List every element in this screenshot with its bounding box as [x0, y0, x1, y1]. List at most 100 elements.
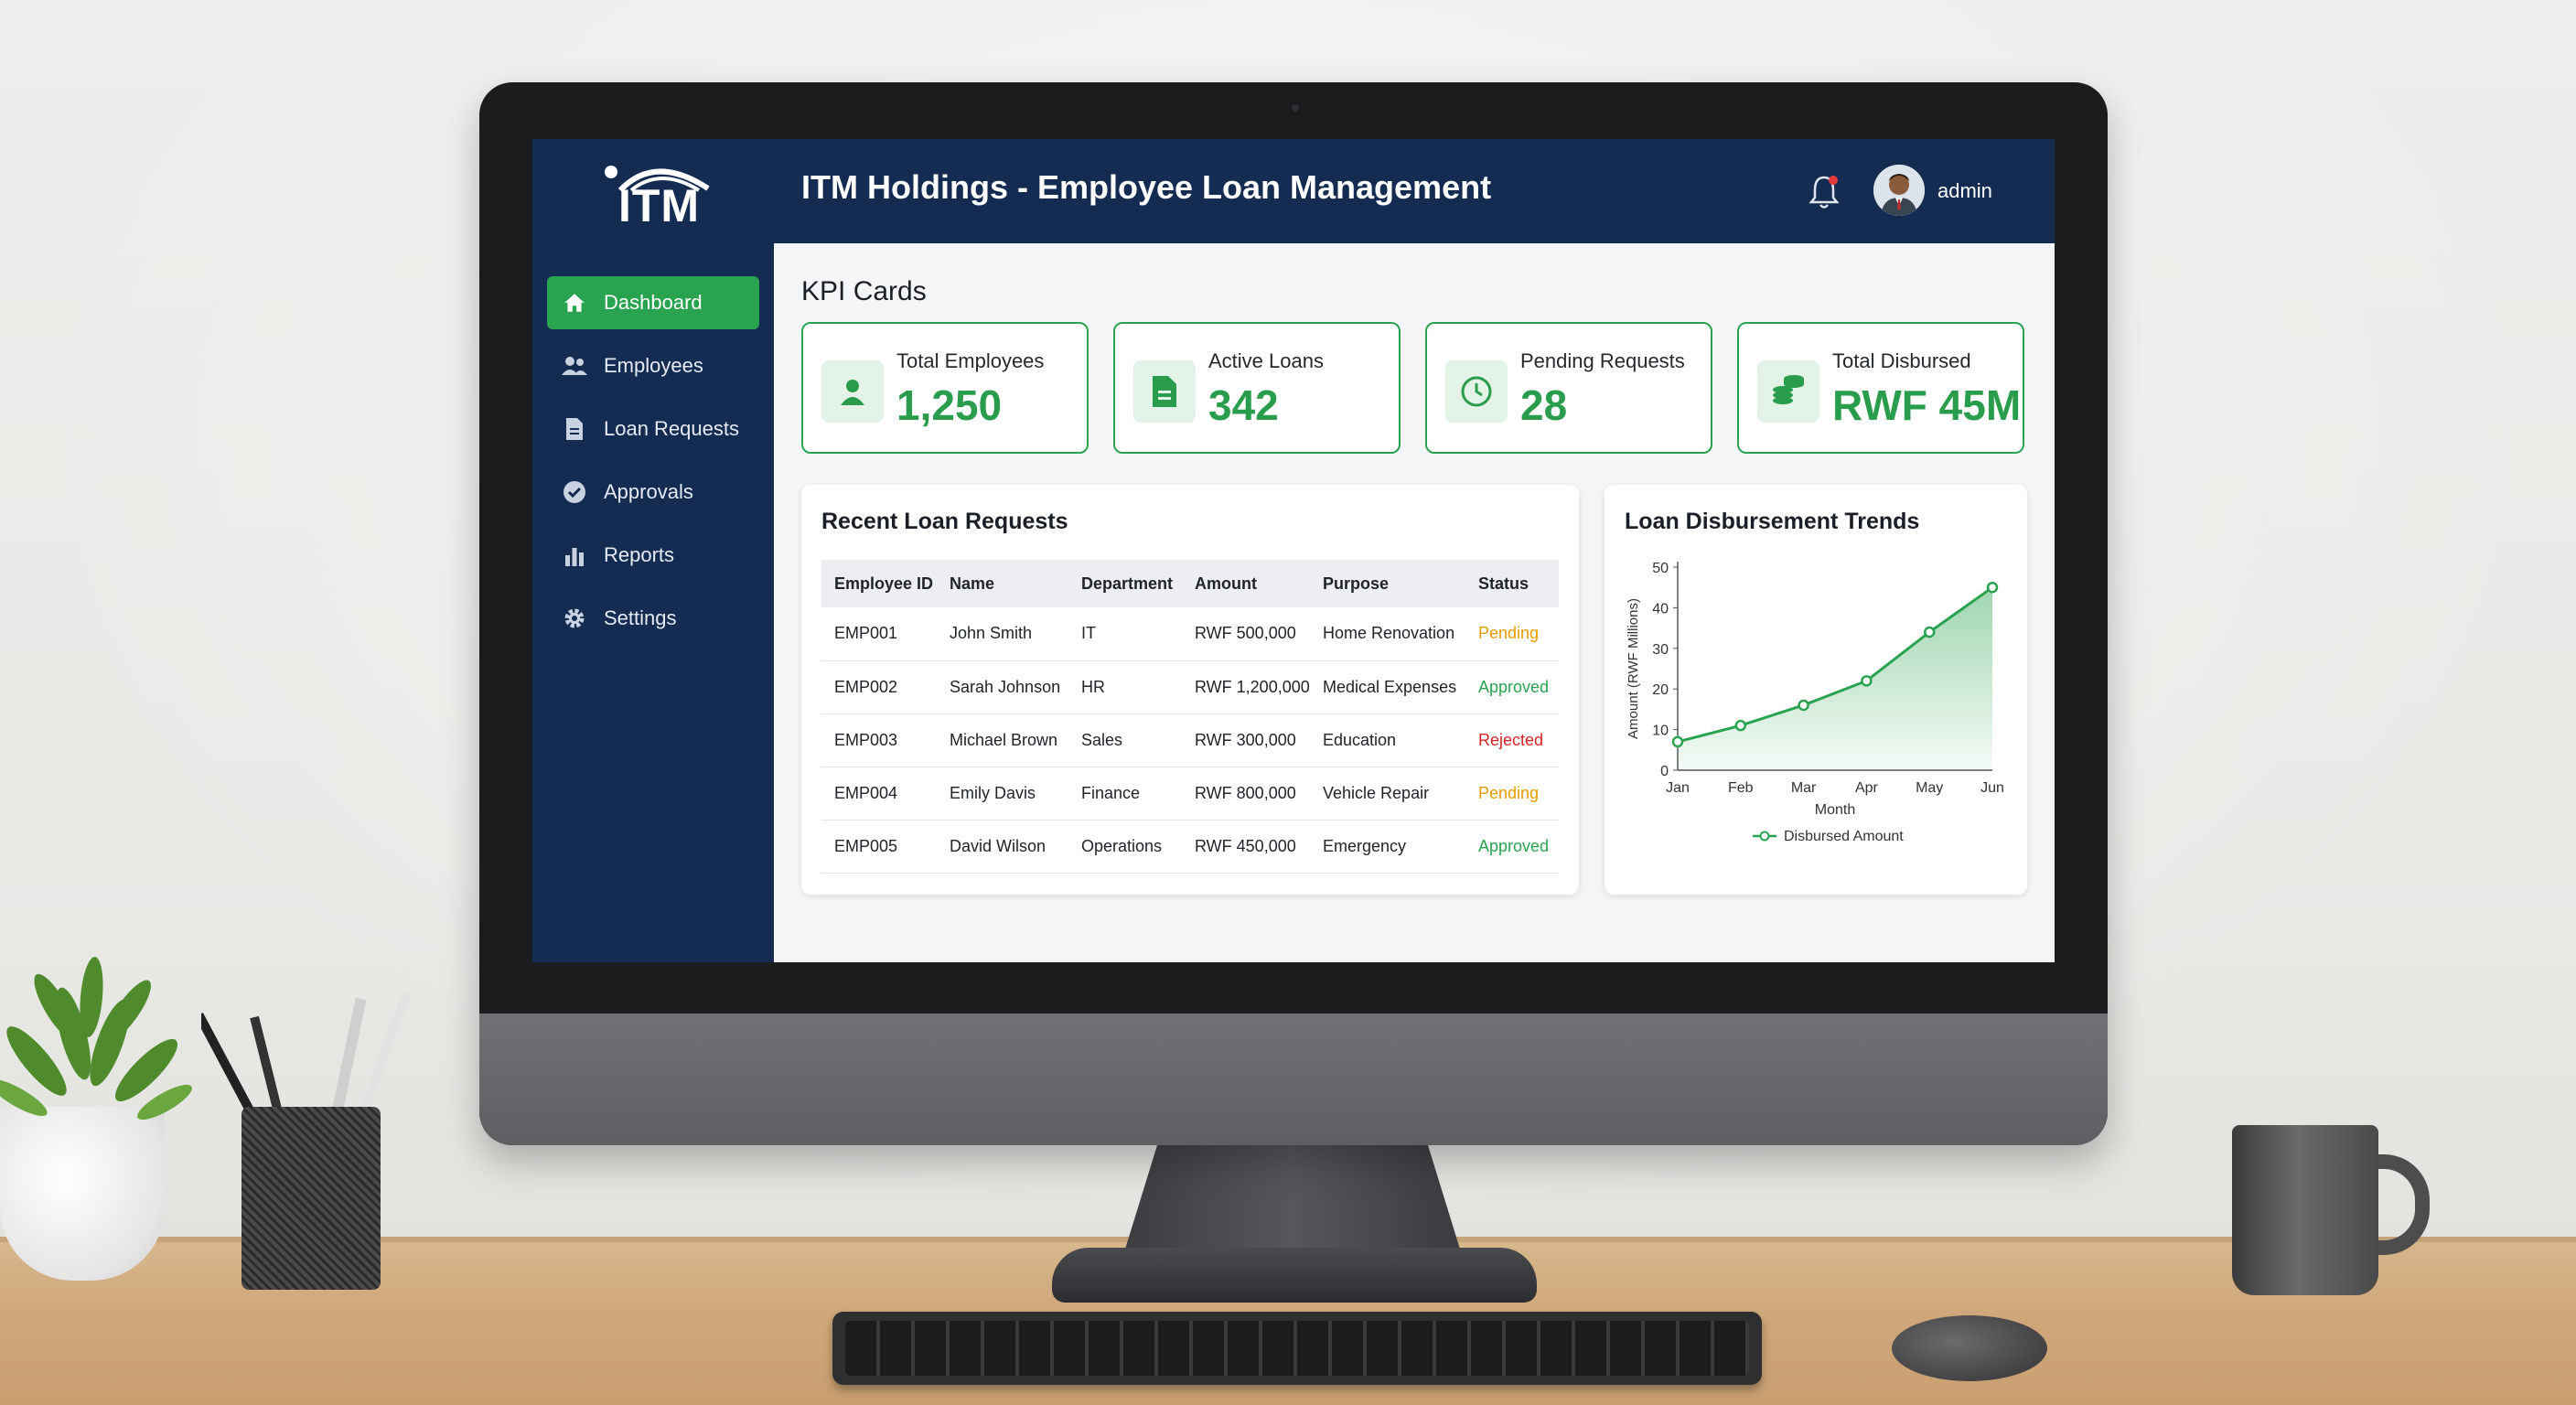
cell-amount: RWF 1,200,000: [1182, 660, 1310, 714]
data-point: [1671, 735, 1684, 748]
kpi-label: Active Loans: [1208, 349, 1324, 372]
y-tick-label: 20: [1652, 682, 1669, 698]
table-row[interactable]: EMP005 David Wilson Operations RWF 450,0…: [821, 820, 1559, 874]
x-axis-label: Month: [1815, 802, 1855, 818]
cell-name: John Smith: [937, 607, 1068, 661]
sidebar-nav: Dashboard Employees Loan Requests Approv…: [547, 276, 759, 655]
sidebar-item-label: Dashboard: [604, 291, 703, 314]
keyboard-keys: [845, 1321, 1749, 1376]
kpi-value: 342: [1208, 381, 1279, 429]
data-point: [1798, 699, 1809, 712]
cell-department: Finance: [1068, 767, 1182, 820]
data-point: [1986, 581, 1999, 594]
y-tick-label: 40: [1652, 601, 1669, 617]
cell-name: David Wilson: [937, 820, 1068, 874]
column-header[interactable]: Employee ID: [821, 560, 937, 607]
column-header[interactable]: Name: [937, 560, 1068, 607]
sidebar-item-dashboard[interactable]: Dashboard: [547, 276, 759, 329]
cell-purpose: Vehicle Repair: [1310, 767, 1465, 820]
app-title: ITM Holdings - Employee Loan Management: [801, 168, 1492, 206]
cell-amount: RWF 450,000: [1182, 820, 1310, 874]
username-label[interactable]: admin: [1937, 179, 1992, 202]
table-row[interactable]: EMP003 Michael Brown Sales RWF 300,000 E…: [821, 713, 1559, 767]
status-badge: Pending: [1465, 607, 1559, 661]
cell-name: Michael Brown: [937, 713, 1068, 767]
notification-bell-icon[interactable]: [1808, 174, 1841, 210]
avatar[interactable]: [1873, 165, 1925, 216]
sidebar-item-label: Approvals: [604, 480, 693, 503]
sidebar-item-settings[interactable]: Settings: [547, 592, 759, 645]
check-circle-icon: [562, 479, 587, 505]
sidebar-item-reports[interactable]: Reports: [547, 529, 759, 582]
x-tick-label: Jun: [1980, 780, 2004, 796]
home-icon: [562, 290, 587, 316]
kpi-card-pending-requests[interactable]: Pending Requests 28: [1425, 322, 1712, 454]
monitor-stand-foot: [1052, 1248, 1537, 1303]
users-icon: [562, 353, 587, 379]
sidebar-item-approvals[interactable]: Approvals: [547, 466, 759, 519]
cell-employee-id: EMP005: [821, 820, 937, 874]
y-tick-label: 0: [1660, 764, 1669, 779]
table-row[interactable]: EMP001 John Smith IT RWF 500,000 Home Re…: [821, 607, 1559, 661]
cell-department: IT: [1068, 607, 1182, 661]
kpi-value: RWF 45M: [1832, 381, 2022, 429]
clock-icon: [1445, 360, 1508, 423]
cell-employee-id: EMP004: [821, 767, 937, 820]
x-tick-label: May: [1916, 780, 1943, 796]
table-row[interactable]: EMP002 Sarah Johnson HR RWF 1,200,000 Me…: [821, 660, 1559, 714]
column-header[interactable]: Amount: [1182, 560, 1310, 607]
cell-purpose: Education: [1310, 713, 1465, 767]
cell-department: Sales: [1068, 713, 1182, 767]
cell-amount: RWF 500,000: [1182, 607, 1310, 661]
user-icon: [821, 360, 884, 423]
y-tick-label: 10: [1652, 724, 1669, 739]
kpi-label: Total Employees: [896, 349, 1045, 372]
kpi-card-total-employees[interactable]: Total Employees 1,250: [801, 322, 1089, 454]
table-header-row: Employee ID Name Department Amount Purpo…: [821, 560, 1559, 607]
sidebar-item-label: Loan Requests: [604, 417, 739, 440]
table-row[interactable]: EMP004 Emily Davis Finance RWF 800,000 V…: [821, 767, 1559, 820]
legend-label: Disbursed Amount: [1784, 829, 1904, 844]
sidebar-item-label: Employees: [604, 354, 703, 377]
x-tick-label: Apr: [1855, 780, 1879, 796]
column-header[interactable]: Purpose: [1310, 560, 1465, 607]
data-point: [1861, 675, 1873, 687]
monitor-stand-neck: [1123, 1145, 1462, 1255]
series-area: [1678, 587, 1992, 770]
status-badge: Approved: [1465, 660, 1559, 714]
coins-icon: [1757, 360, 1819, 423]
cell-purpose: Emergency: [1310, 820, 1465, 874]
kpi-value: 1,250: [896, 381, 1003, 429]
status-badge: Approved: [1465, 820, 1559, 874]
sidebar-item-label: Reports: [604, 543, 675, 566]
recent-loan-requests-panel: Recent Loan Requests Employee ID Name De…: [801, 485, 1579, 895]
data-point: [1734, 719, 1747, 732]
cell-amount: RWF 800,000: [1182, 767, 1310, 820]
cell-employee-id: EMP003: [821, 713, 937, 767]
sidebar-item-employees[interactable]: Employees: [547, 339, 759, 392]
x-tick-label: Feb: [1728, 780, 1754, 796]
kpi-section-title: KPI Cards: [801, 276, 927, 306]
logo-swoosh-icon: [605, 166, 710, 193]
column-header[interactable]: Department: [1068, 560, 1182, 607]
main-content: KPI Cards Total Employees 1,250 Active L…: [774, 243, 2055, 962]
coffee-mug: [2232, 1125, 2378, 1295]
column-header[interactable]: Status: [1465, 560, 1559, 607]
kpi-label: Total Disbursed: [1832, 349, 1971, 372]
keyboard: [832, 1312, 1762, 1385]
disbursement-trends-panel: Loan Disbursement Trends 0 10 20 30 40 50 Jan F…: [1605, 485, 2027, 895]
status-badge: Pending: [1465, 767, 1559, 820]
kpi-value: 28: [1520, 381, 1568, 429]
chart-title: Loan Disbursement Trends: [1625, 509, 1920, 534]
cell-purpose: Medical Expenses: [1310, 660, 1465, 714]
bar-chart-icon: [562, 542, 587, 568]
app-screen: ITM Dashboard Employees Loan Requests: [532, 139, 2055, 962]
logo-text: ITM: [618, 180, 701, 231]
itm-logo: ITM: [600, 159, 719, 231]
series-line: [1677, 585, 1993, 744]
kpi-card-total-disbursed[interactable]: Total Disbursed RWF 45M: [1737, 322, 2024, 454]
kpi-card-active-loans[interactable]: Active Loans 342: [1113, 322, 1401, 454]
sidebar-item-loan-requests[interactable]: Loan Requests: [547, 402, 759, 456]
document-icon: [562, 416, 587, 442]
gear-icon: [562, 606, 587, 631]
